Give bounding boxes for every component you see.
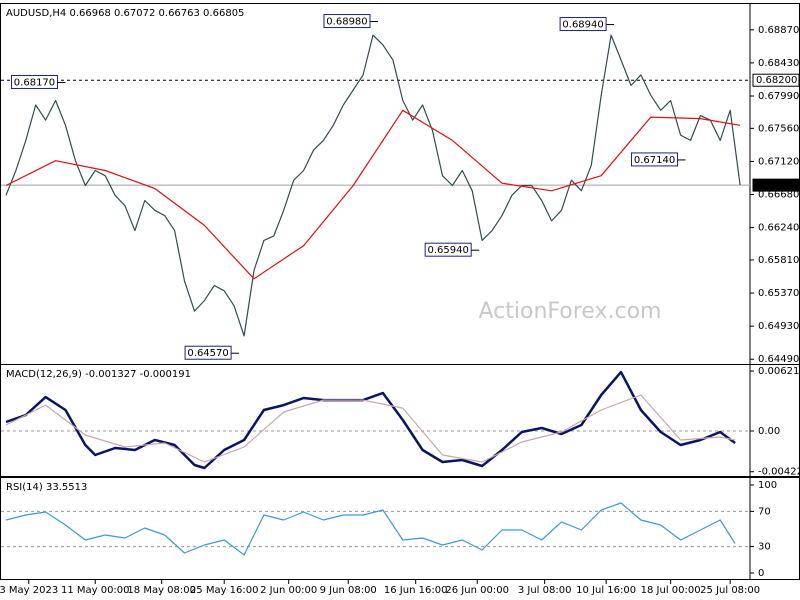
x-tick-label: 10 Jul 16:00 — [576, 585, 636, 596]
y-tick-label: 0.66240 — [758, 223, 799, 234]
y-tick-label: 0.006217 — [758, 366, 800, 377]
annotation-box — [10, 74, 58, 89]
annotation-label: 0.65940 — [427, 245, 468, 256]
annotation-box — [424, 242, 472, 257]
y-tick-label: 100 — [758, 480, 777, 491]
series-line — [5, 34, 741, 337]
annotation-box — [559, 17, 607, 32]
y-tick-label: 0.65370 — [758, 288, 799, 299]
x-tick-label: 25 May 16:00 — [190, 585, 259, 596]
series-line — [5, 502, 736, 556]
y-tick-label: 0.67990 — [758, 91, 799, 102]
x-tick-label: 11 May 00:00 — [61, 585, 130, 596]
x-tick-label: 18 Jul 00:00 — [641, 585, 701, 596]
x-tick-label: 3 May 2023 — [0, 585, 58, 596]
series-line — [5, 394, 736, 463]
series-line — [5, 109, 741, 280]
annotation-box — [631, 152, 679, 167]
price-label: 0.68200 — [756, 75, 797, 86]
watermark: ActionForex.com — [479, 299, 662, 324]
panel-title: RSI(14) 33.5513 — [6, 482, 87, 493]
y-tick-label: 70 — [758, 506, 771, 517]
y-tick-label: 0.66680 — [758, 190, 799, 201]
annotation-label: 0.68980 — [326, 17, 367, 28]
y-tick-label: 0.67560 — [758, 123, 799, 134]
annotation-box — [184, 345, 232, 360]
y-tick-label: 0.64930 — [758, 321, 799, 332]
x-tick-label: 9 Jun 08:00 — [320, 585, 377, 596]
y-tick-label: 0.64490 — [758, 354, 799, 365]
panel-title: AUDUSD,H4 0.66968 0.67072 0.66763 0.6680… — [6, 8, 244, 19]
y-tick-label: 0.68870 — [758, 25, 799, 36]
annotation-label: 0.68940 — [562, 20, 603, 31]
annotation-label: 0.67140 — [634, 155, 675, 166]
x-tick-label: 26 Jun 00:00 — [445, 585, 509, 596]
price-label-box — [752, 73, 800, 87]
x-tick-label: 18 May 08:00 — [127, 585, 196, 596]
x-tick-label: 25 Jul 08:00 — [700, 585, 760, 596]
y-tick-label: 0.68430 — [758, 58, 799, 69]
y-tick-label: 0.67120 — [758, 156, 799, 167]
panel-title: MACD(12,26,9) -0.001327 -0.000191 — [6, 369, 191, 380]
annotation-label: 0.64570 — [187, 348, 228, 359]
price-label-box — [752, 178, 800, 192]
price-label: 0.66805 — [756, 180, 797, 191]
x-tick-label: 2 Jun 00:00 — [260, 585, 317, 596]
y-tick-label: -0.004221 — [758, 467, 800, 478]
y-tick-label: 0.65810 — [758, 255, 799, 266]
x-tick-label: 3 Jul 08:00 — [518, 585, 572, 596]
y-tick-label: 0.00 — [758, 426, 780, 437]
annotation-label: 0.68170 — [14, 77, 55, 88]
x-tick-label: 16 Jun 16:00 — [384, 585, 448, 596]
y-tick-label: 0 — [758, 568, 764, 579]
annotation-box — [323, 14, 371, 29]
y-tick-label: 30 — [758, 542, 771, 553]
